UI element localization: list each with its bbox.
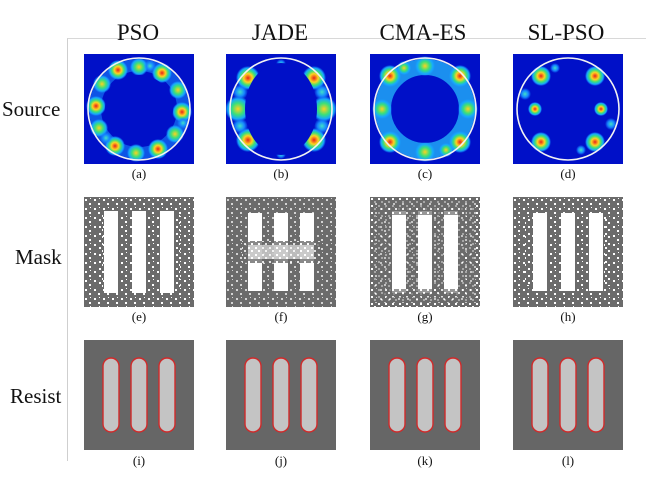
panel-label-g: (g) <box>417 309 433 324</box>
row-title-resist: Resist <box>10 384 62 408</box>
column-title-jade: JADE <box>251 20 309 45</box>
panel-label-k: (k) <box>417 453 433 468</box>
panel-label-i: (i) <box>132 453 146 468</box>
row-title-mask: Mask <box>15 245 62 269</box>
source-panel-sl-pso <box>513 54 623 164</box>
mask-pattern <box>226 197 336 307</box>
panel-label-a: (a) <box>131 166 147 181</box>
resist-panel-cma-es <box>370 340 480 450</box>
mask-panel-sl-pso <box>513 197 623 307</box>
panel-label-f: (f) <box>274 309 288 324</box>
source-panel-pso <box>84 54 194 164</box>
mask-pattern <box>513 197 623 307</box>
panel-label-e: (e) <box>131 309 147 324</box>
source-panel-jade <box>226 54 336 164</box>
resist-pattern <box>370 340 480 450</box>
resist-panel-sl-pso <box>513 340 623 450</box>
column-title-pso: PSO <box>116 20 160 45</box>
column-title-sl-pso: SL-PSO <box>527 20 605 45</box>
resist-pattern <box>226 340 336 450</box>
panel-label-d: (d) <box>560 166 576 181</box>
source-intensity-map <box>370 54 480 164</box>
panel-label-h: (h) <box>560 309 576 324</box>
column-title-cma-es: CMA-ES <box>379 20 467 45</box>
panel-label-l: (l) <box>561 453 575 468</box>
source-intensity-map <box>84 54 194 164</box>
mask-panel-jade <box>226 197 336 307</box>
figure-frame <box>67 38 646 461</box>
mask-pattern <box>370 197 480 307</box>
panel-label-b: (b) <box>273 166 289 181</box>
mask-panel-pso <box>84 197 194 307</box>
resist-pattern <box>84 340 194 450</box>
panel-label-j: (j) <box>274 453 288 468</box>
mask-panel-cma-es <box>370 197 480 307</box>
resist-panel-jade <box>226 340 336 450</box>
source-panel-cma-es <box>370 54 480 164</box>
resist-pattern <box>513 340 623 450</box>
mask-pattern <box>84 197 194 307</box>
row-title-source: Source <box>2 97 61 121</box>
source-intensity-map <box>226 54 336 164</box>
resist-panel-pso <box>84 340 194 450</box>
source-intensity-map <box>513 54 623 164</box>
panel-label-c: (c) <box>417 166 433 181</box>
